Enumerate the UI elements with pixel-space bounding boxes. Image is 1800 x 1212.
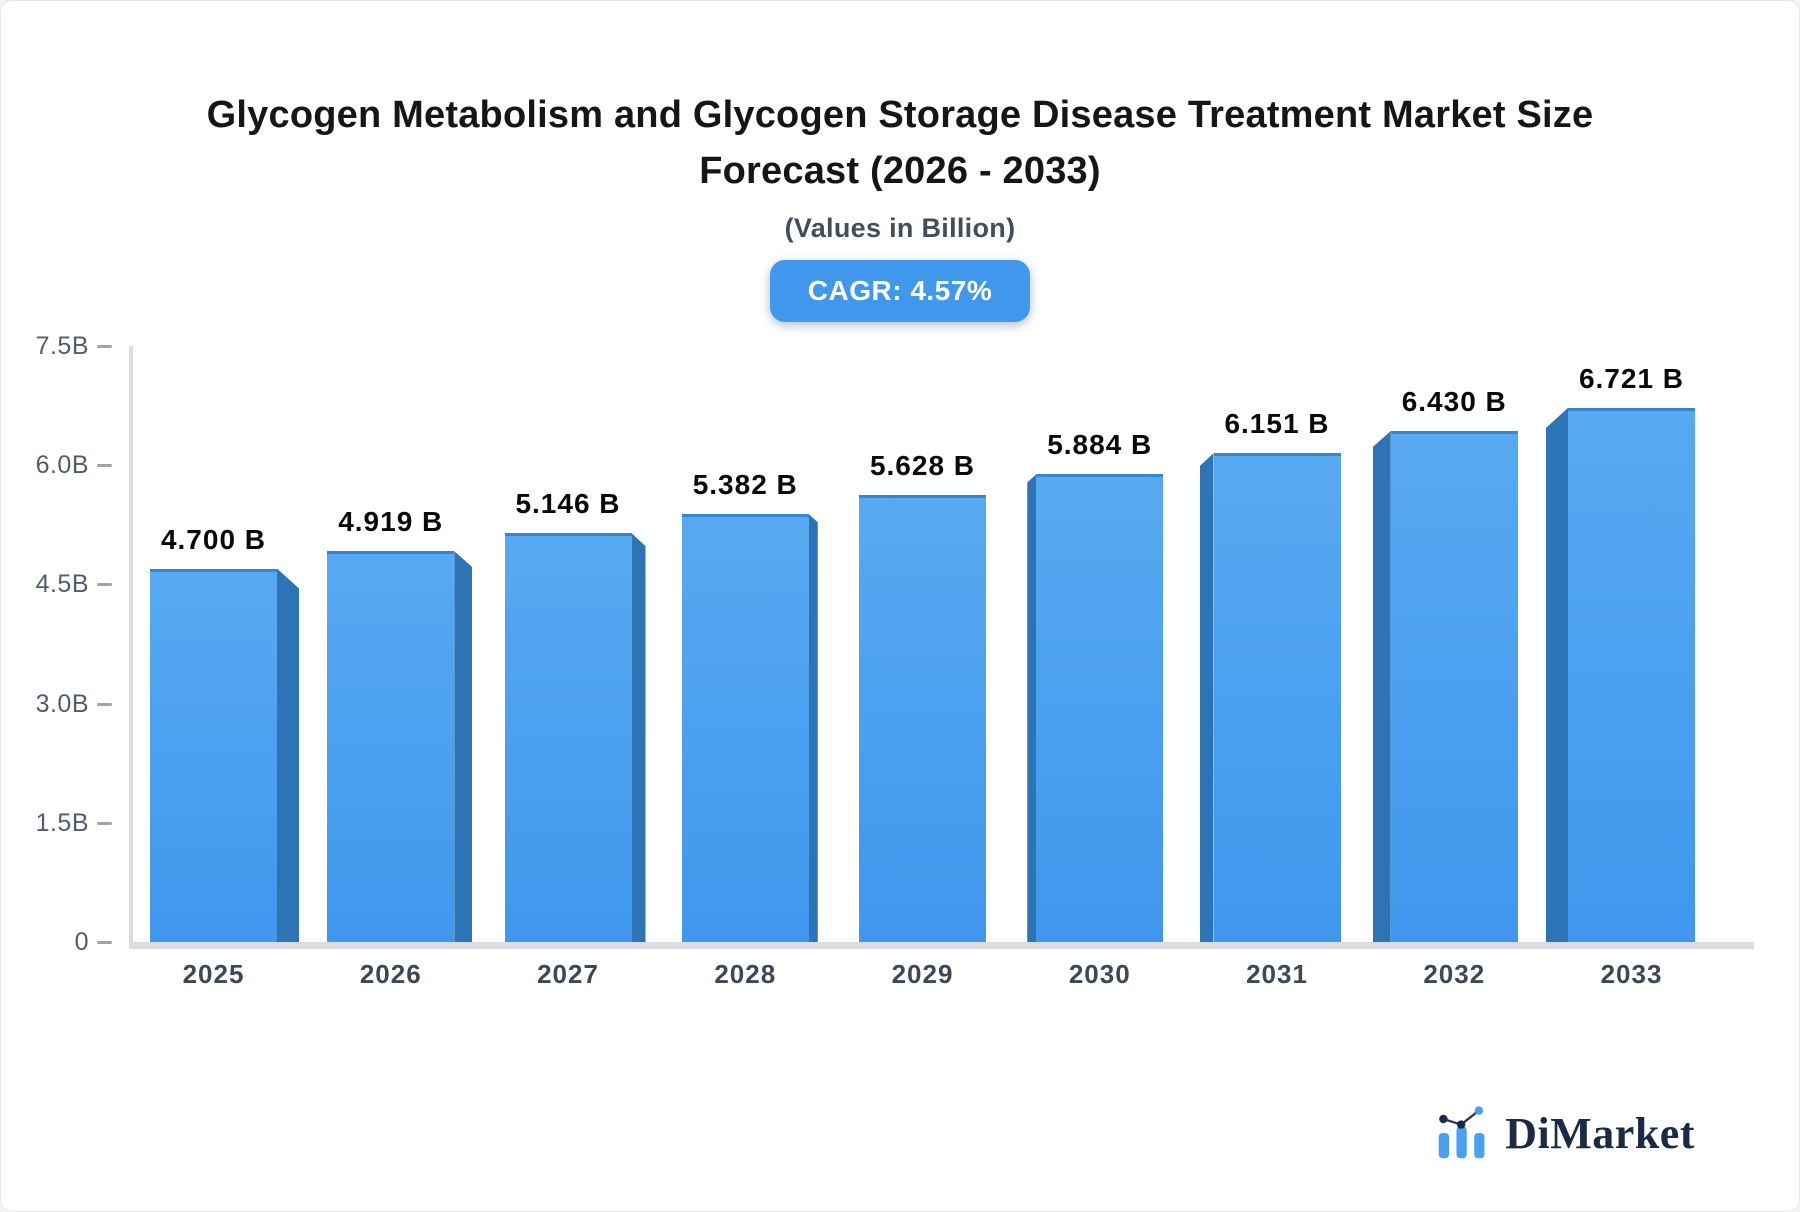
bar-2028 <box>681 514 809 942</box>
y-tick-mark <box>97 941 112 944</box>
bar-value-label: 5.884 B <box>1047 429 1153 461</box>
bar-2031 <box>1213 453 1341 942</box>
y-tick-label: 1.5B <box>35 808 89 837</box>
x-axis-label-2031: 2031 <box>1246 959 1308 989</box>
bar-value-label: 4.700 B <box>160 523 267 555</box>
y-tick-label: 6.0B <box>35 451 89 480</box>
chart-header: Glycogen Metabolism and Glycogen Storage… <box>1 87 1799 322</box>
bar-2027 <box>504 533 632 942</box>
bar-side-panel <box>454 551 473 942</box>
bar-value-label: 6.721 B <box>1578 362 1685 394</box>
y-tick-label: 7.5B <box>35 332 89 360</box>
dimarket-logo-text: DiMarket <box>1505 1108 1695 1158</box>
dimarket-logo: DiMarket <box>1435 1105 1695 1161</box>
bar-side-panel <box>631 533 646 942</box>
bar-value-label: 6.430 B <box>1401 386 1507 418</box>
bar-value-label: 5.628 B <box>869 449 976 481</box>
bar-side-panel <box>1546 407 1568 942</box>
y-axis-line <box>129 346 133 949</box>
bar-2025 <box>150 568 277 942</box>
bar-side-panel <box>1372 431 1391 942</box>
dimarket-logo-icon <box>1439 1106 1485 1159</box>
y-tick-label: 3.0B <box>35 689 89 718</box>
page-title-line1: Glycogen Metabolism and Glycogen Storage… <box>206 94 1594 136</box>
bar-side-panel <box>277 568 299 942</box>
bar-2033 <box>1568 407 1695 942</box>
y-tick-mark <box>97 583 112 587</box>
y-tick-mark <box>97 702 112 706</box>
cagr-badge: CAGR: 4.57% <box>769 260 1031 322</box>
y-tick-mark <box>97 464 112 468</box>
page-title-line2: Forecast (2026 - 2033) <box>699 150 1101 192</box>
x-axis-label-2033: 2033 <box>1600 959 1663 989</box>
x-axis-label-2032: 2032 <box>1423 959 1486 989</box>
x-axis-label-2025: 2025 <box>182 959 245 989</box>
bar-value-label: 4.919 B <box>338 506 444 538</box>
bar-2032 <box>1390 431 1518 942</box>
bar-2029 <box>859 494 986 942</box>
bar-side-panel <box>1027 474 1037 942</box>
y-tick-mark <box>97 345 112 348</box>
bar-2030 <box>1036 474 1164 942</box>
x-axis-label-2029: 2029 <box>891 959 954 989</box>
bar-side-panel <box>1199 453 1214 942</box>
bar-2026 <box>327 551 455 942</box>
x-axis-label-2030: 2030 <box>1068 959 1131 989</box>
y-tick-label: 0 <box>74 928 89 956</box>
chart-subtitle: (Values in Billion) <box>784 213 1016 243</box>
y-tick-label: 4.5B <box>35 570 89 599</box>
x-axis-label-2028: 2028 <box>714 959 777 989</box>
x-axis-line <box>129 942 1754 949</box>
bar-value-label: 5.146 B <box>515 488 621 520</box>
x-axis-label-2027: 2027 <box>537 959 599 989</box>
bar-value-label: 5.382 B <box>692 469 798 501</box>
x-axis-label-2026: 2026 <box>359 959 422 989</box>
bar-side-panel <box>808 514 818 942</box>
y-tick-mark <box>97 821 112 825</box>
bar-value-label: 6.151 B <box>1224 408 1330 440</box>
